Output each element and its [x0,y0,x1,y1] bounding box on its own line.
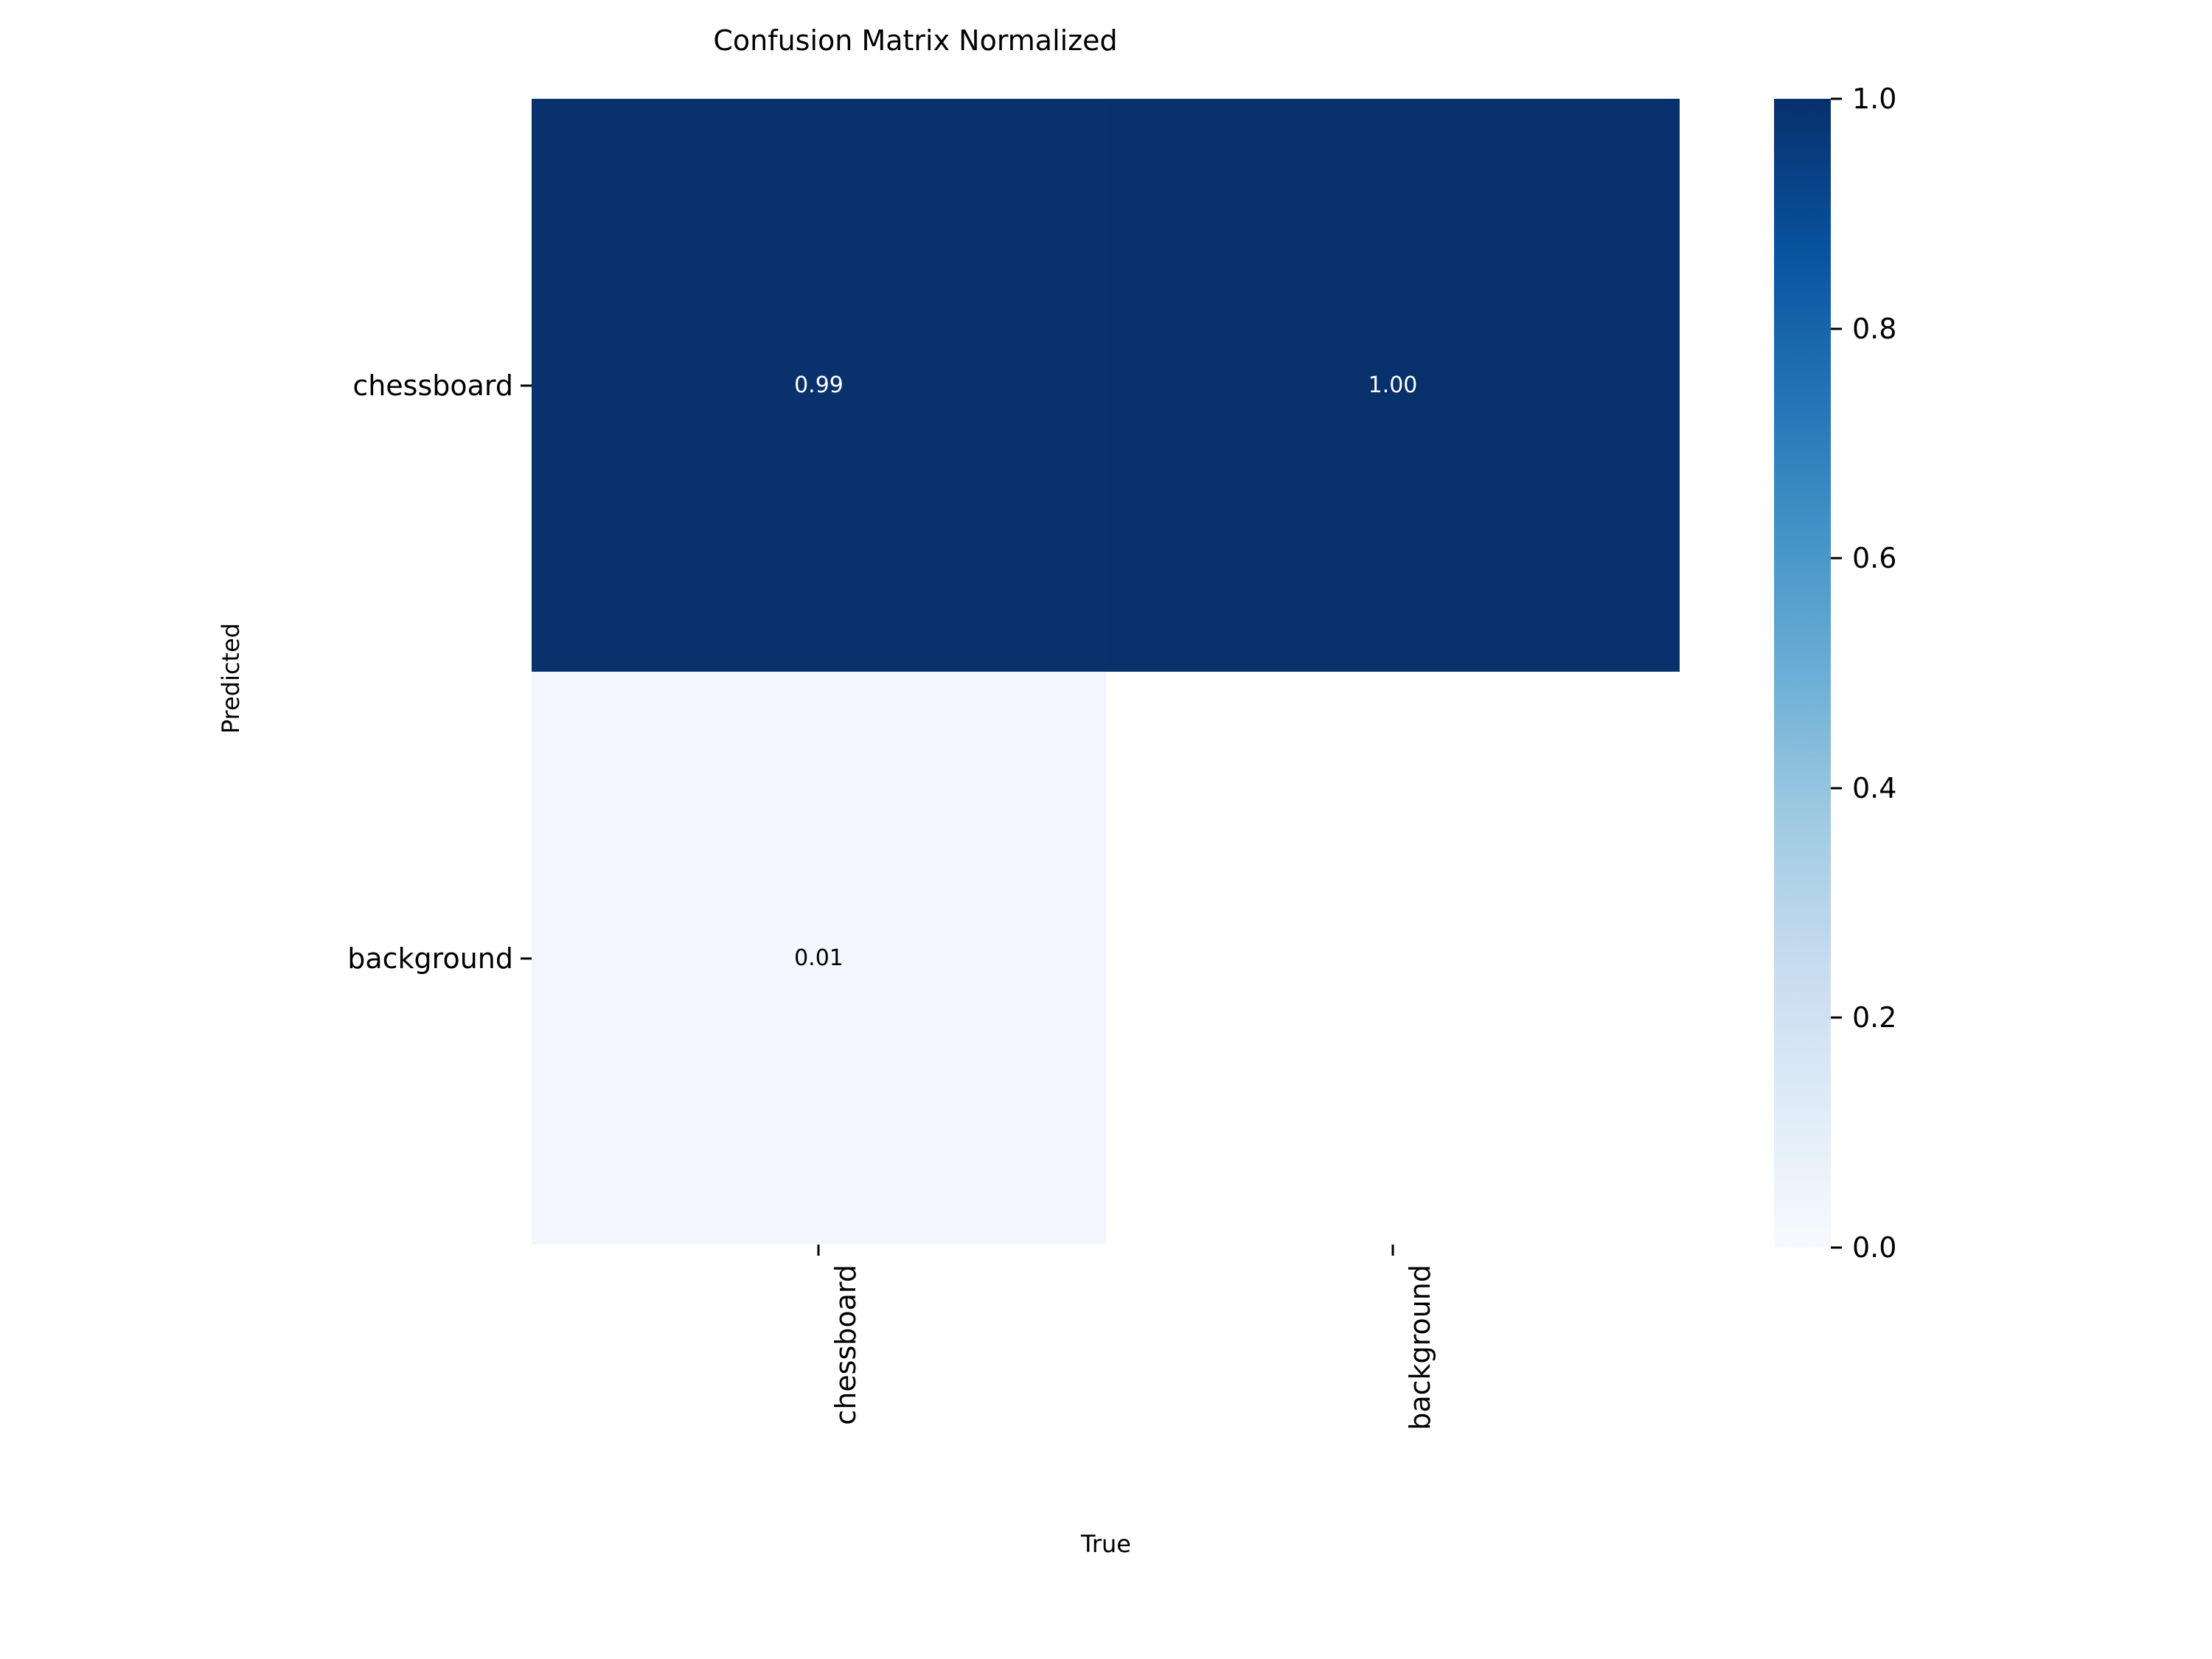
colorbar-tick-label: 0.2 [1852,1001,1897,1034]
heatmap-cell-background-background [1106,672,1680,1245]
y-tick-label-background: background [347,942,513,975]
y-tick-mark [521,384,532,387]
x-tick-label-chessboard: chessboard [830,1265,862,1425]
heatmap-cell-value: 0.99 [794,372,844,398]
x-tick-mark [817,1245,820,1256]
heatmap-cell-chessboard-chessboard: 0.99 [532,99,1106,672]
colorbar-gradient [1774,99,1831,1248]
heatmap-cell-value: 0.01 [794,945,844,971]
colorbar-tick-mark [1831,557,1842,560]
colorbar-tick-mark [1831,327,1842,330]
colorbar-tick-mark [1831,97,1842,100]
x-tick-label-background: background [1404,1265,1436,1430]
y-tick-mark [521,957,532,960]
heatmap-cell-chessboard-background: 1.00 [1106,99,1680,672]
colorbar-tick-mark [1831,1246,1842,1249]
heatmap-cell-background-chessboard: 0.01 [532,672,1106,1245]
heatmap-cell-value: 1.00 [1368,372,1418,398]
colorbar-tick-mark [1831,787,1842,790]
colorbar-tick-mark [1831,1016,1842,1019]
colorbar-tick-label: 0.6 [1852,542,1897,575]
colorbar-tick-label: 0.8 [1852,312,1897,345]
heatmap-plot-area: 0.99 1.00 0.01 [532,99,1680,1245]
y-tick-label-chessboard: chessboard [352,369,513,402]
x-tick-mark [1391,1245,1394,1256]
colorbar-tick-label: 1.0 [1852,83,1897,115]
y-axis-title: Predicted [217,622,245,734]
chart-title: Confusion Matrix Normalized [713,24,1118,57]
colorbar-tick-label: 0.4 [1852,771,1897,804]
colorbar-tick-label: 0.0 [1852,1231,1897,1264]
x-axis-title: True [1081,1530,1131,1558]
colorbar [1774,99,1831,1248]
